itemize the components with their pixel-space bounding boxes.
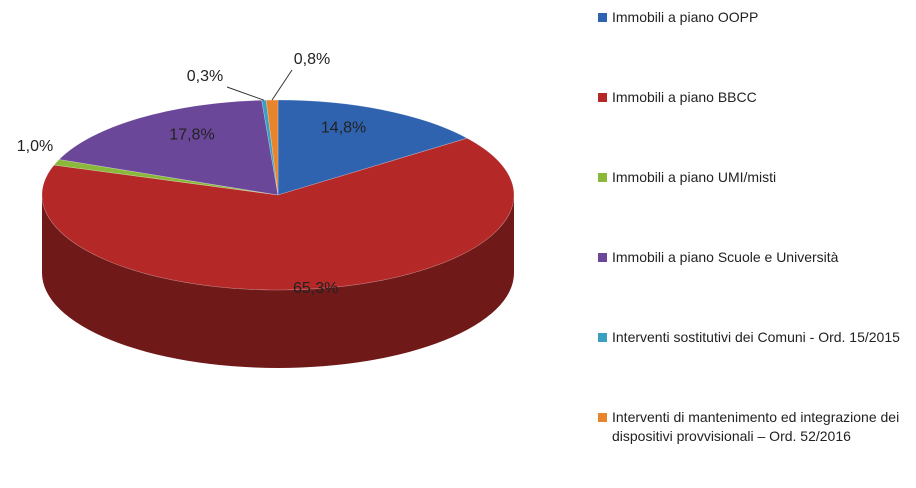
legend-item: Immobili a piano UMI/misti bbox=[598, 168, 912, 187]
legend-item: Interventi sostitutivi dei Comuni - Ord.… bbox=[598, 328, 912, 347]
data-label: 0,3% bbox=[187, 68, 223, 85]
legend-item: Immobili a piano BBCC bbox=[598, 88, 912, 107]
legend-swatch bbox=[598, 93, 607, 102]
slice bbox=[41, 137, 515, 291]
data-label: 14,8% bbox=[321, 120, 366, 137]
leader-line bbox=[226, 86, 265, 101]
legend-label: Immobili a piano BBCC bbox=[612, 89, 757, 105]
legend-item: Immobili a piano Scuole e Università bbox=[598, 248, 912, 267]
legend-label: Interventi sostitutivi dei Comuni - Ord.… bbox=[612, 329, 900, 345]
legend-label: Immobili a piano UMI/misti bbox=[612, 169, 777, 185]
pie-area: 14,8% 65,3% 1,0% 17,8% 0,3% 0,8% bbox=[17, 51, 515, 368]
slice bbox=[58, 99, 279, 196]
slice bbox=[53, 159, 279, 196]
legend-swatch bbox=[598, 173, 607, 182]
data-label: 17,8% bbox=[169, 127, 214, 144]
data-label: 1,0% bbox=[17, 138, 53, 155]
slice bbox=[277, 99, 468, 196]
legend-label: Interventi di mantenimento ed integrazio… bbox=[612, 409, 900, 444]
legend-swatch bbox=[598, 413, 607, 422]
legend-swatch bbox=[598, 13, 607, 22]
legend-label: Immobili a piano OOPP bbox=[612, 9, 759, 25]
data-label: 65,3% bbox=[293, 280, 338, 297]
leader-line bbox=[271, 69, 293, 101]
slice-side bbox=[42, 195, 514, 368]
legend-item: Immobili a piano OOPP bbox=[598, 8, 912, 27]
legend-label: Immobili a piano Scuole e Università bbox=[612, 249, 839, 265]
legend-item: Interventi di mantenimento ed integrazio… bbox=[598, 408, 912, 446]
data-label: 0,8% bbox=[294, 51, 330, 68]
legend-swatch bbox=[598, 333, 607, 342]
slice bbox=[265, 99, 279, 196]
legend-swatch bbox=[598, 253, 607, 262]
